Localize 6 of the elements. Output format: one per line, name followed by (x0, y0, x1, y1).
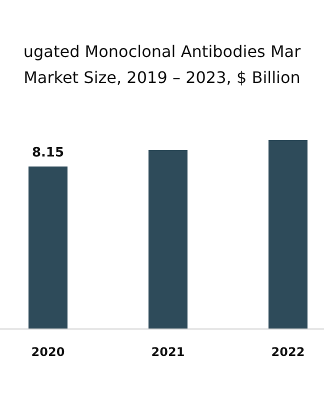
x-tick-label: 2020 (31, 345, 65, 359)
chart-title: ugated Monoclonal Antibodies Mar (23, 42, 302, 61)
x-tick-label: 2021 (151, 345, 185, 359)
chart-subtitle: Market Size, 2019 – 2023, $ Billion (24, 68, 300, 87)
x-tick-label: 2022 (271, 345, 305, 359)
data-label: 8.15 (32, 146, 64, 161)
